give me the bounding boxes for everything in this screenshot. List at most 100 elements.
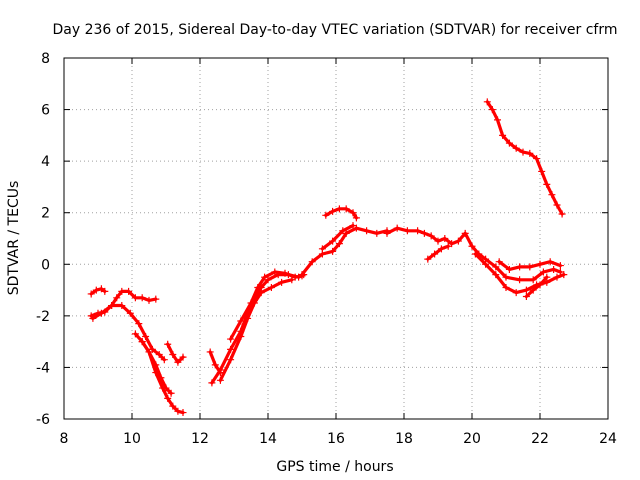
data-point	[560, 271, 568, 279]
data-point	[414, 227, 422, 235]
data-point	[101, 287, 109, 295]
data-point	[522, 286, 530, 294]
data-point	[138, 338, 146, 346]
data-point	[329, 247, 337, 255]
data-point	[516, 263, 524, 271]
series-arc-1	[87, 285, 109, 298]
data-point	[227, 345, 235, 353]
data-point	[179, 353, 187, 361]
data-point	[553, 201, 561, 209]
data-point	[427, 232, 435, 240]
data-point	[512, 289, 520, 297]
data-point	[145, 296, 153, 304]
data-series	[87, 98, 568, 417]
data-point	[267, 283, 275, 291]
data-point	[492, 263, 500, 271]
data-point	[483, 98, 491, 106]
y-tick-label: 2	[41, 206, 50, 222]
data-point	[492, 271, 500, 279]
series-arc-18	[522, 273, 551, 301]
data-point	[142, 332, 150, 340]
series-arc-12	[322, 205, 360, 222]
series-track	[524, 275, 549, 299]
grid-lines	[64, 58, 608, 419]
data-point	[216, 376, 224, 384]
data-point	[145, 348, 153, 356]
data-point	[244, 314, 252, 322]
data-point	[152, 361, 160, 369]
data-point	[135, 320, 143, 328]
data-point	[431, 250, 439, 258]
data-point	[278, 278, 286, 286]
data-point	[89, 314, 97, 322]
data-point	[529, 286, 537, 294]
x-axis-label: GPS time / hours	[276, 459, 393, 475]
data-point	[403, 227, 411, 235]
data-point	[152, 295, 160, 303]
y-tick-label: -2	[36, 309, 50, 325]
data-point	[206, 348, 214, 356]
x-tick-label: 22	[531, 431, 549, 447]
data-point	[494, 116, 501, 124]
data-point	[533, 155, 541, 163]
x-tick-label: 14	[259, 431, 277, 447]
data-point	[227, 356, 235, 364]
data-point	[208, 379, 216, 387]
series-track	[91, 303, 166, 362]
x-tick-label: 12	[191, 431, 209, 447]
data-point	[169, 351, 177, 359]
data-point	[237, 332, 245, 340]
data-point	[536, 281, 544, 289]
y-tick-label: -6	[36, 412, 50, 428]
data-point	[512, 144, 520, 152]
series-track	[473, 252, 566, 295]
y-tick-label: 4	[41, 154, 50, 170]
series-track	[166, 342, 185, 364]
data-point	[108, 302, 116, 310]
data-point	[216, 366, 224, 374]
data-point	[516, 276, 524, 284]
data-point	[164, 340, 172, 348]
data-point	[167, 389, 175, 397]
data-point	[335, 205, 343, 213]
data-point	[437, 245, 445, 253]
series-arc-6	[164, 340, 187, 366]
x-tick-labels: 8 10 12 14 16 18 20 22 24	[60, 431, 617, 447]
data-point	[488, 106, 496, 114]
data-point	[247, 299, 255, 307]
data-point	[441, 235, 449, 242]
data-point	[349, 222, 357, 230]
x-tick-label: 16	[327, 431, 345, 447]
series-track	[140, 340, 173, 395]
data-point	[529, 276, 537, 284]
data-point	[329, 237, 337, 245]
series-arc-10	[227, 268, 306, 343]
data-point	[118, 302, 126, 310]
data-point	[174, 407, 182, 415]
data-point	[363, 227, 371, 235]
data-point	[298, 271, 306, 279]
data-point	[113, 294, 121, 302]
data-point	[482, 260, 490, 268]
data-point	[502, 283, 510, 291]
data-point	[526, 149, 534, 157]
data-point	[505, 139, 513, 147]
data-point	[291, 273, 299, 281]
series-arc-11	[298, 224, 391, 279]
data-point	[211, 361, 219, 369]
data-point	[308, 258, 316, 266]
data-point	[138, 294, 146, 302]
data-point	[254, 283, 262, 291]
data-point	[160, 356, 168, 364]
data-point	[318, 245, 326, 253]
series-track	[300, 226, 389, 277]
data-point	[546, 258, 554, 266]
data-point	[550, 265, 558, 273]
data-point	[499, 131, 507, 139]
data-point	[179, 409, 187, 417]
series-track	[324, 207, 358, 220]
data-point	[495, 258, 503, 266]
y-tick-label: -4	[36, 360, 50, 376]
data-point	[349, 209, 357, 217]
data-point	[131, 294, 139, 302]
